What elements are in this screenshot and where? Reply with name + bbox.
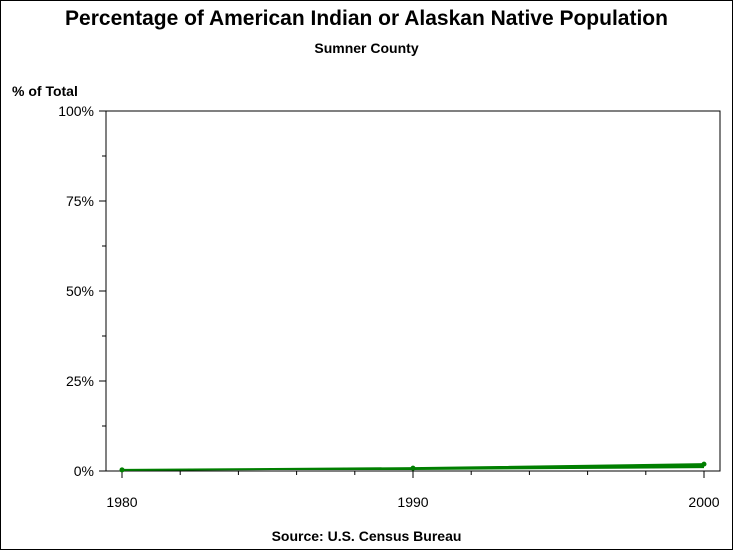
source-note: Source: U.S. Census Bureau <box>271 528 462 544</box>
plot-area-border <box>105 110 721 472</box>
y-tick-label: 100% <box>58 103 94 119</box>
y-tick-label: 25% <box>66 373 94 389</box>
y-tick-label: 50% <box>66 283 94 299</box>
x-tick-label: 2000 <box>688 494 719 510</box>
data-point <box>119 467 125 473</box>
data-point <box>701 461 707 467</box>
y-tick-label: 75% <box>66 193 94 209</box>
chart-title: Percentage of American Indian or Alaskan… <box>65 7 668 30</box>
x-tick-label: 1990 <box>397 494 428 510</box>
series-band <box>122 464 704 470</box>
chart-subtitle: Sumner County <box>314 40 419 56</box>
y-axis-label: % of Total <box>12 83 78 99</box>
x-tick-label: 1980 <box>106 494 137 510</box>
data-point <box>410 465 416 471</box>
y-tick-label: 0% <box>74 463 94 479</box>
